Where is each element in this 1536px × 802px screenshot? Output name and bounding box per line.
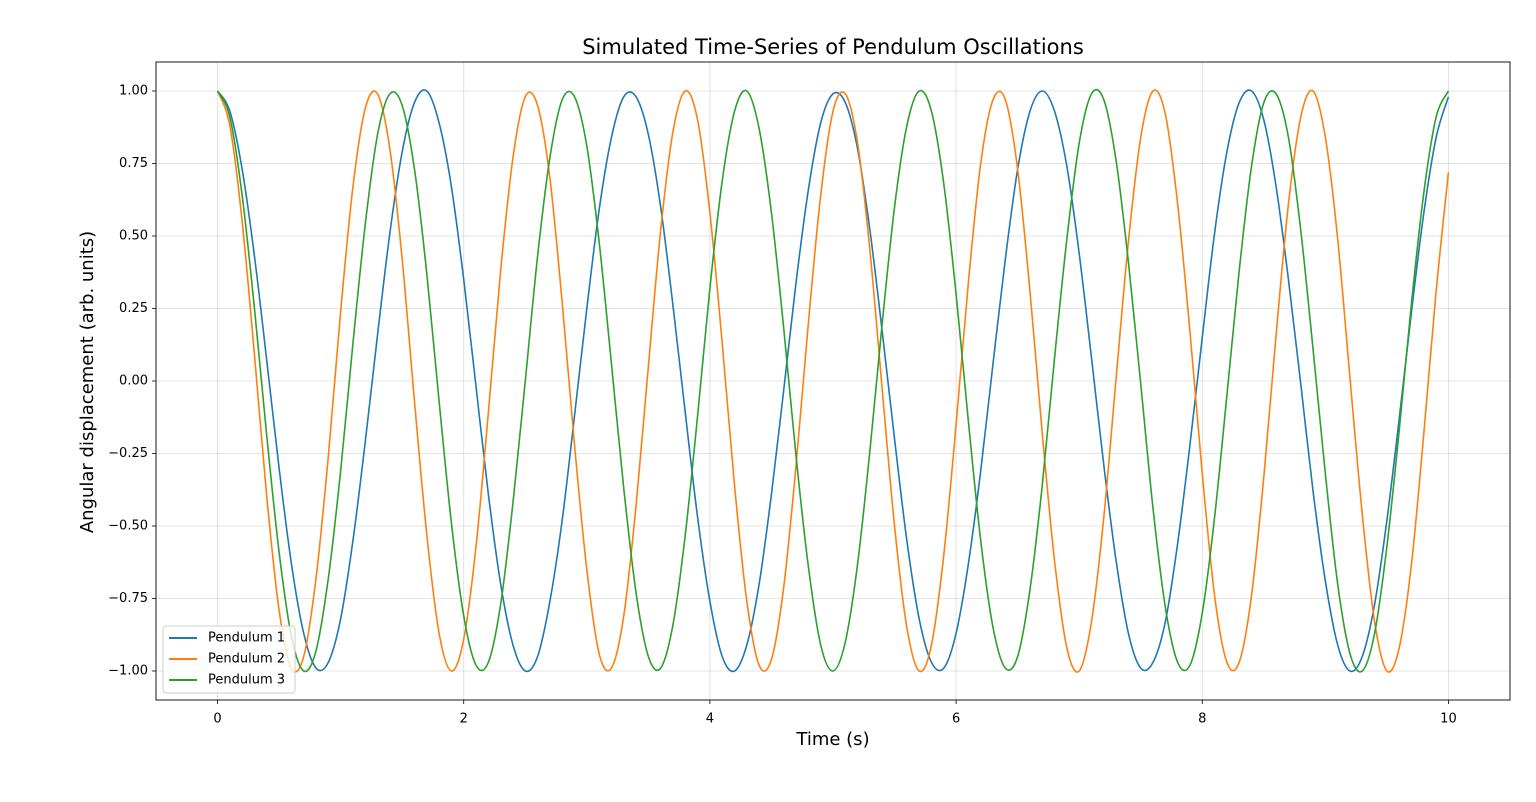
plot-frame (155, 61, 1511, 701)
y-tick-label: 0.00 (119, 374, 148, 389)
legend: Pendulum 1 Pendulum 2 Pendulum 3 (162, 625, 296, 694)
y-tick-label: 1.00 (119, 84, 148, 99)
y-tick-label: −0.50 (108, 519, 148, 534)
line-series (216, 88, 1450, 673)
y-tick-label: 0.75 (119, 156, 148, 171)
y-tick-label: −1.00 (108, 664, 148, 679)
x-tick-label: 6 (952, 712, 960, 727)
line-series (216, 89, 1450, 673)
y-tick-label: 0.25 (119, 301, 148, 316)
x-tick-label: 10 (1440, 712, 1457, 727)
x-tick-label: 4 (706, 712, 714, 727)
line-series (216, 89, 1450, 673)
x-axis-label: Time (s) (795, 729, 869, 750)
chart-title: Simulated Time-Series of Pendulum Oscill… (582, 35, 1084, 59)
legend-label: Pendulum 2 (208, 652, 285, 667)
x-tick-label: 2 (460, 712, 468, 727)
y-tick-label: −0.25 (108, 446, 148, 461)
x-tick-label: 0 (213, 712, 221, 727)
x-tick-label: 8 (1198, 712, 1206, 727)
legend-label: Pendulum 3 (208, 673, 285, 688)
y-tick-label: 0.50 (119, 229, 148, 244)
legend-label: Pendulum 1 (208, 631, 285, 646)
y-axis-label: Angular displacement (arb. units) (77, 231, 98, 533)
legend-box (162, 625, 296, 694)
y-tick-label: −0.75 (108, 591, 148, 606)
